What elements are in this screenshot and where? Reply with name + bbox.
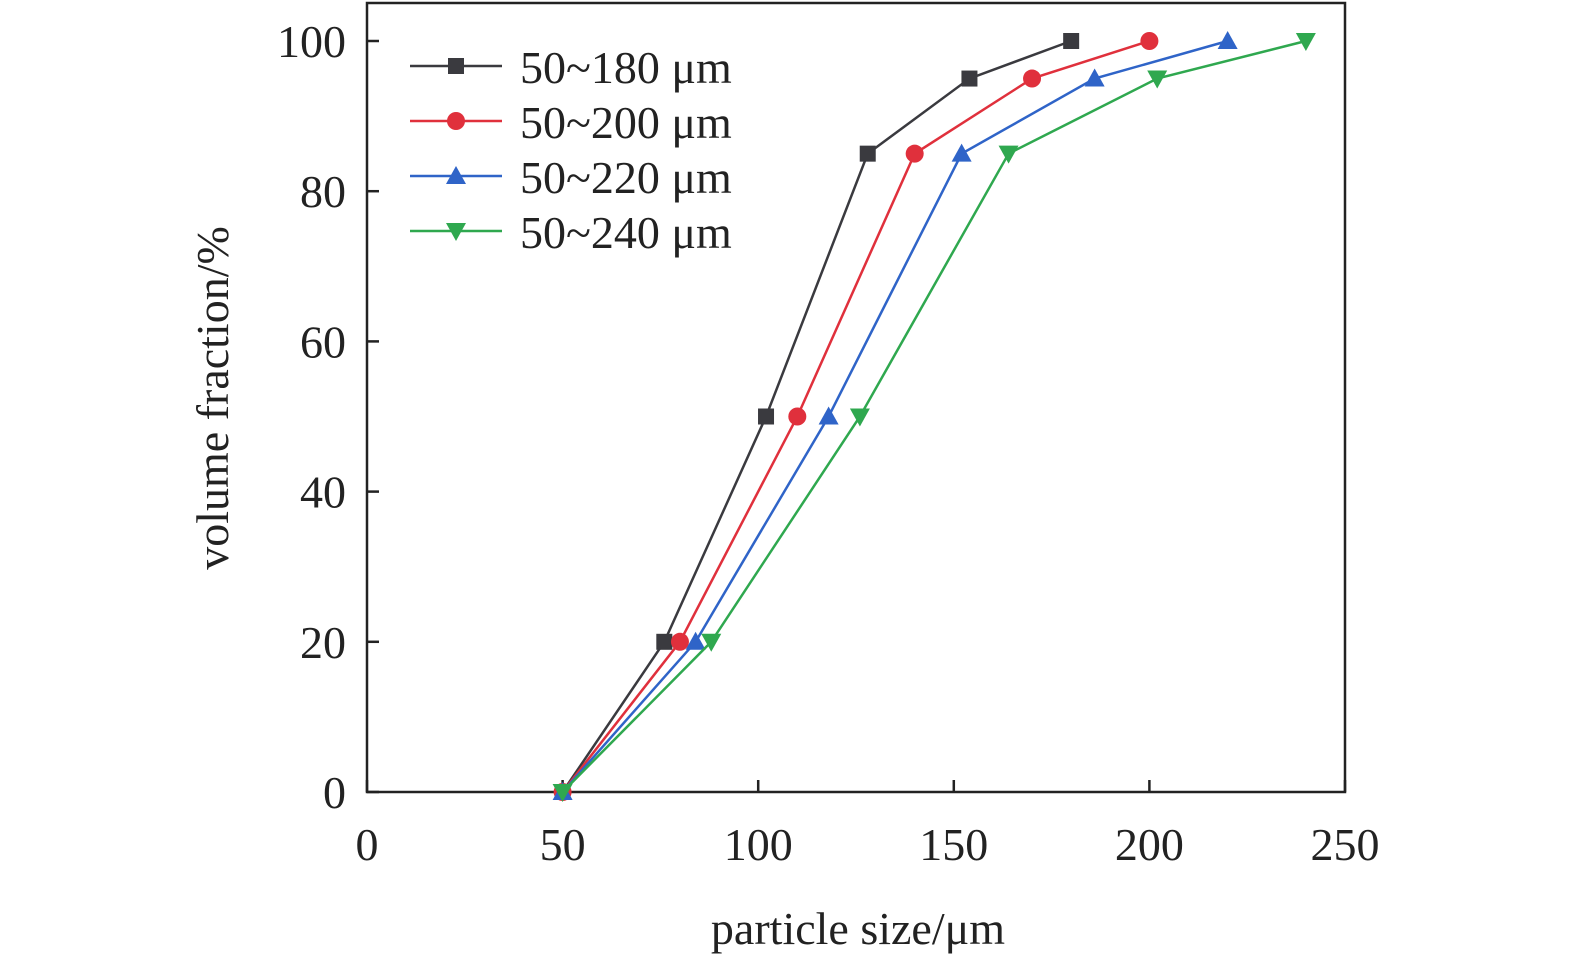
series-line [561,39,1307,793]
x-tick-label: 200 [1115,819,1184,870]
data-point [961,70,978,87]
data-point [1084,68,1105,87]
data-point [1140,32,1159,50]
data-point [656,633,673,650]
data-point [1295,33,1316,51]
x-tick-label: 150 [919,819,988,870]
data-point [1023,69,1042,88]
legend-marker [446,166,466,184]
x-tick-label: 50 [540,819,586,870]
legend-marker [447,112,465,130]
legend-item: 50~220 μm [410,152,732,203]
series-line [561,39,1072,793]
y-tick-label: 80 [300,166,346,217]
data-point [998,145,1019,164]
legend-label: 50~220 μm [520,152,732,203]
x-tick-label: 250 [1311,819,1380,870]
series-4 [552,33,1316,802]
y-tick-label: 0 [323,767,346,818]
y-tick-label: 100 [277,16,346,67]
data-point [905,144,924,163]
data-point [951,143,972,162]
data-point [552,784,573,802]
series-line [561,39,1228,793]
legend-item: 50~200 μm [410,97,732,148]
y-axis-label: volume fraction/% [187,226,238,570]
series-line [561,39,1150,793]
data-point [758,408,775,425]
y-tick-label: 40 [300,467,346,518]
y-tick-label: 60 [300,316,346,367]
legend-label: 50~200 μm [520,97,732,148]
data-point [685,631,706,650]
legend-label: 50~180 μm [520,42,732,93]
data-point [701,633,722,652]
data-point [1063,33,1080,49]
data-point [818,406,839,425]
x-tick-label: 100 [724,819,793,870]
data-point [1217,31,1238,49]
plot-frame [365,1,1347,794]
x-tick-label: 0 [356,819,379,870]
data-point [788,407,807,426]
series-3 [552,31,1238,800]
legend-marker [446,223,466,241]
legend-item: 50~180 μm [410,42,732,93]
data-point [859,145,876,162]
legend-marker [448,58,464,74]
data-point [670,632,689,651]
x-axis-label: particle size/μm [711,903,1005,954]
data-point [849,408,870,427]
y-tick-label: 20 [300,617,346,668]
data-point [1147,70,1168,89]
legend-item: 50~240 μm [410,207,732,258]
legend-label: 50~240 μm [520,207,732,258]
